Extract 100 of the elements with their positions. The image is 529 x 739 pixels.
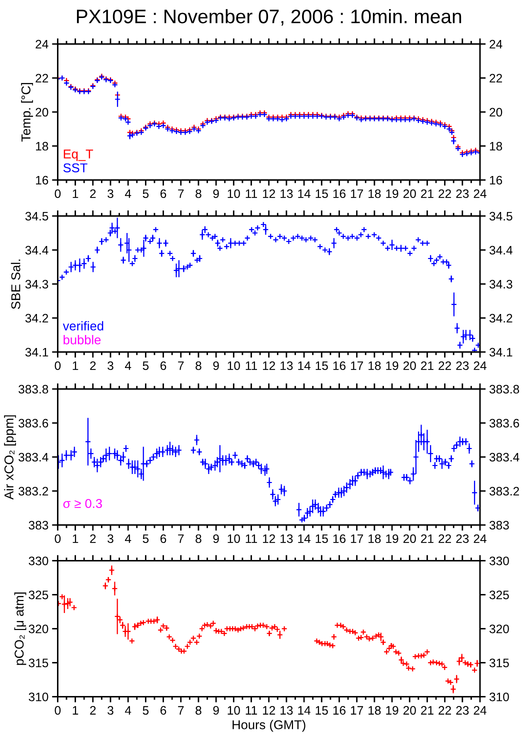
legend-label: bubble <box>64 334 101 344</box>
x-tick-label: 15 <box>316 189 328 198</box>
x-tick-label: 14 <box>298 189 310 198</box>
x-tick-label: 12 <box>262 361 276 370</box>
x-tick-label: 5 <box>142 534 149 544</box>
x-tick-label: 0 <box>54 706 61 715</box>
x-tick-label: 22 <box>438 534 451 543</box>
x-tick-label: 0 <box>54 361 61 370</box>
x-tick-label: 1 <box>72 534 78 543</box>
x-tick-label: 16 <box>333 534 346 544</box>
x-tick-label: 11 <box>246 189 258 198</box>
x-tick-label: 23 <box>456 706 469 715</box>
x-tick-label: 4 <box>124 189 132 198</box>
y-tick-label: 16 <box>36 176 48 185</box>
x-tick-label: 10 <box>228 189 240 198</box>
x-tick-label: 16 <box>333 706 346 715</box>
x-tick-label: 3 <box>108 361 114 370</box>
x-tick-label: 15 <box>316 534 328 544</box>
x-tick-label: 11 <box>246 361 258 370</box>
x-tick-label: 15 <box>316 361 328 370</box>
x-tick-label: 16 <box>333 361 346 370</box>
x-tick-label: 13 <box>280 189 293 198</box>
y2-tick-label: 16 <box>490 176 502 185</box>
x-tick-label: 2 <box>90 189 96 198</box>
x-tick-label: 9 <box>213 361 219 370</box>
y-tick-label: 24 <box>36 40 48 48</box>
x-tick-label: 12 <box>262 706 276 715</box>
x-tick-label: 8 <box>196 706 202 715</box>
x-tick-label: 0 <box>54 534 61 544</box>
y2-tick-label: 34.1 <box>489 348 512 357</box>
x-tick-label: 17 <box>350 361 364 370</box>
x-tick-label: 10 <box>228 361 240 370</box>
x-tick-label: 8 <box>196 189 202 198</box>
x-axis-title: Hours (GMT) <box>232 720 306 732</box>
x-tick-label: 13 <box>280 706 293 715</box>
x-tick-label: 21 <box>421 189 434 198</box>
y2-tick-label: 330 <box>489 556 509 566</box>
x-tick-label: 13 <box>280 361 293 370</box>
x-tick-label: 8 <box>196 361 202 370</box>
x-tick-label: 18 <box>368 189 381 198</box>
y2-tick-label: 20 <box>490 108 502 117</box>
text: SST <box>63 163 88 172</box>
x-tick-label: 7 <box>178 189 184 198</box>
x-tick-label: 1 <box>72 361 78 370</box>
y2-tick-label: 315 <box>489 658 509 668</box>
y-tick-label: 18 <box>36 142 48 151</box>
y2-tick-label: 383.4 <box>489 452 520 462</box>
x-tick-label: 21 <box>421 706 434 715</box>
x-tick-label: 0 <box>54 189 61 198</box>
y-tick-label: 34.3 <box>25 280 48 289</box>
text: verified <box>62 321 104 331</box>
x-tick-label: 9 <box>213 189 219 198</box>
x-tick-label: 13 <box>280 534 293 544</box>
x-tick-label: 21 <box>421 361 434 370</box>
y2-tick-label: 34.4 <box>489 246 512 255</box>
y2-tick-label: 383.6 <box>489 418 520 428</box>
y-tick-label: 320 <box>28 624 48 634</box>
x-tick-label: 20 <box>403 361 416 370</box>
x-tick-label: 20 <box>403 189 416 198</box>
x-tick-label: 2 <box>90 706 96 715</box>
x-tick-label: 24 <box>474 706 486 715</box>
y-axis-title: pCO₂ [μ atm] <box>14 592 26 665</box>
x-tick-label: 6 <box>160 361 166 370</box>
x-tick-label: 23 <box>456 189 469 198</box>
x-tick-label: 16 <box>333 189 346 198</box>
x-tick-label: 4 <box>124 534 132 543</box>
y2-tick-label: 34.5 <box>489 212 512 221</box>
x-tick-label: 18 <box>368 706 381 715</box>
x-tick-label: 24 <box>474 534 486 543</box>
y-tick-label: 325 <box>28 590 48 600</box>
x-tick-label: 10 <box>228 534 240 544</box>
x-tick-label: 1 <box>72 706 78 715</box>
x-tick-label: 6 <box>160 189 166 198</box>
x-tick-label: 22 <box>438 361 451 370</box>
y-tick-label: 383.4 <box>18 452 48 462</box>
y2-tick-label: 22 <box>490 74 502 82</box>
x-tick-label: 18 <box>368 361 381 370</box>
x-tick-label: 2 <box>90 534 96 543</box>
x-tick-label: 12 <box>262 534 276 543</box>
y-tick-label: 22 <box>36 74 48 82</box>
y-tick-label: 310 <box>28 692 48 702</box>
x-tick-label: 5 <box>142 361 149 370</box>
x-tick-label: 22 <box>438 189 451 198</box>
x-tick-label: 3 <box>108 189 114 198</box>
x-tick-label: 5 <box>142 706 149 715</box>
x-tick-label: 4 <box>124 706 132 715</box>
x-tick-label: 17 <box>350 706 364 715</box>
chart-title: PX109E : November 07, 2006 : 10min. mean <box>76 9 462 26</box>
x-tick-label: 7 <box>178 361 184 370</box>
y2-tick-label: 34.2 <box>489 314 512 323</box>
x-tick-label: 18 <box>368 534 381 544</box>
x-tick-label: 10 <box>228 706 240 715</box>
x-tick-label: 15 <box>316 706 328 715</box>
y2-tick-label: 18 <box>490 142 502 151</box>
x-tick-label: 17 <box>350 189 364 198</box>
y-tick-label: 383.8 <box>18 384 48 394</box>
x-tick-label: 6 <box>160 706 166 715</box>
x-tick-label: 9 <box>213 706 219 715</box>
y2-tick-label: 310 <box>489 692 509 702</box>
x-tick-label: 24 <box>474 189 486 198</box>
